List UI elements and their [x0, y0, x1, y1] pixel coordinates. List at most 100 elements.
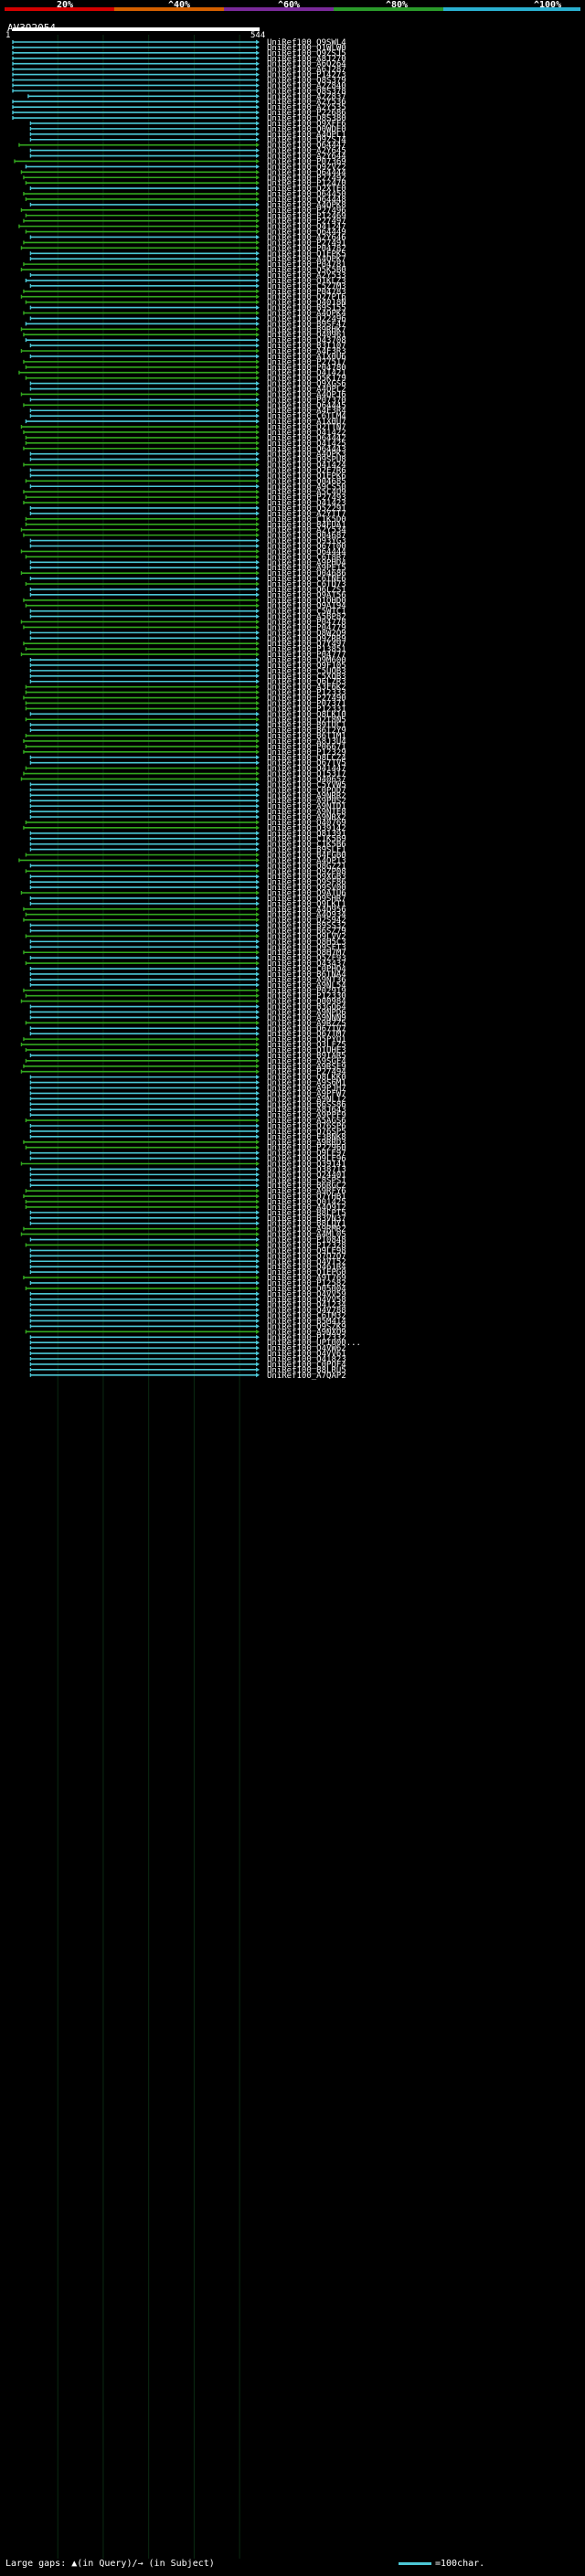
hit-label: UniRef100_Q5PYQ1 — [267, 1035, 346, 1044]
hit-label: UniRef100_A1X0U7 — [267, 418, 346, 427]
hit-arrow — [256, 164, 260, 169]
hit-arrow — [256, 1247, 260, 1253]
hit-label: UniRef100_Q7Q7Q7 — [267, 1252, 346, 1261]
hit-arrow — [256, 305, 260, 311]
hit-arrow — [256, 923, 260, 928]
hit-arrow — [256, 982, 260, 988]
hit-label: UniRef100_P04779 — [267, 623, 346, 632]
hit-arrow — [256, 326, 260, 332]
hit-arrow — [256, 1291, 260, 1297]
hit-label: UniRef100_Q9LE98 — [267, 1246, 346, 1256]
hit-label: UniRef100_Q2T8N5 — [267, 716, 346, 725]
hit-arrow — [256, 359, 260, 365]
hit-arrow — [256, 771, 260, 777]
hit-arrow — [256, 72, 260, 78]
hit-label: UniRef100_A9NXQ9 — [267, 1328, 346, 1337]
hit-arrow — [256, 1242, 260, 1247]
hit-label: UniRef100_Q64449 — [267, 228, 346, 238]
hit-arrow — [256, 781, 260, 787]
hit-label: UniRef100_Q2XTE0 — [267, 185, 346, 194]
hit-label: UniRef100_P22686 — [267, 109, 346, 118]
hit-label: UniRef100_B9SF47 — [267, 320, 346, 329]
hit-arrow — [256, 45, 260, 50]
hit-label: UniRef100_Q4VW62 — [267, 1344, 346, 1353]
hit-label: UniRef100_Q27PT6 — [267, 293, 346, 302]
hit-arrow — [256, 890, 260, 896]
hit-label: UniRef100_Q1KLZ3 — [267, 277, 346, 286]
hit-label: UniRef100_Q4VV59 — [267, 1290, 346, 1299]
hit-arrow — [256, 1199, 260, 1204]
scale-segment-purple — [224, 7, 334, 11]
hit-arrow — [256, 548, 260, 554]
hit-label: UniRef100_A9NRR2 — [267, 791, 346, 800]
hit-label: UniRef100_C6TM32 — [267, 1312, 346, 1321]
hit-label: UniRef100_A8J270 — [267, 55, 346, 64]
hit-label: UniRef100_P04781 — [267, 260, 346, 270]
hit-arrow — [256, 256, 260, 261]
hit-label: UniRef100_Q40961 — [267, 331, 346, 340]
hit-arrow — [256, 294, 260, 300]
hit-arrow — [256, 820, 260, 825]
hit-arrow — [256, 620, 260, 625]
hit-arrow — [256, 853, 260, 857]
identity-color-scale — [5, 7, 580, 11]
hit-label: UniRef100_Q9AI94 — [267, 602, 346, 611]
hit-arrow — [256, 1362, 260, 1367]
hit-label: UniRef100_Q4VT52 — [267, 1257, 346, 1267]
hit-label: UniRef100_A2Y535 — [267, 103, 346, 112]
hit-label: UniRef100_A5C4U9 — [267, 488, 346, 497]
hit-arrow — [256, 516, 260, 522]
hit-label: UniRef100_Q1WLW0 — [267, 44, 346, 53]
hit-label: UniRef100_A9P0S2 — [267, 797, 346, 806]
hit-label: UniRef100_C6TNE6 — [267, 575, 346, 584]
hit-arrow — [256, 727, 260, 733]
hit-arrow — [256, 906, 260, 912]
hit-arrow — [256, 78, 260, 83]
hit-arrow — [256, 511, 260, 516]
hit-label: UniRef100_B6SS86 — [267, 1100, 346, 1109]
hit-arrow — [256, 1308, 260, 1313]
hit-arrow — [256, 1004, 260, 1010]
hit-arrow — [256, 803, 260, 809]
hit-label: UniRef100_A9NL12 — [267, 1095, 346, 1104]
hit-label: UniRef100_P13851 — [267, 645, 346, 654]
hit-arrow — [256, 413, 260, 419]
hit-arrow — [256, 1334, 260, 1340]
hit-arrow — [256, 169, 260, 175]
hit-arrow — [256, 938, 260, 944]
hit-arrow — [256, 1101, 260, 1107]
hit-label: UniRef100_P12469 — [267, 212, 346, 221]
hit-arrow — [256, 700, 260, 705]
hit-label: UniRef100_P27491 — [267, 239, 346, 248]
hit-arrow — [256, 250, 260, 256]
scale-label-100: ^100% — [534, 0, 562, 10]
hit-arrow — [256, 186, 260, 191]
hit-arrow — [256, 365, 260, 370]
hit-arrow — [256, 1356, 260, 1362]
hit-arrow — [256, 635, 260, 641]
hit-label: UniRef100_Q0WDE0 — [267, 125, 346, 134]
hit-label: UniRef100_Q64447 — [267, 142, 346, 151]
hit-arrow — [256, 1188, 260, 1193]
hit-arrow — [256, 1150, 260, 1156]
hit-label: UniRef100_Q24401 — [267, 1171, 346, 1180]
hit-arrow — [256, 646, 260, 652]
hit-label: UniRef100_Q64450 — [267, 190, 346, 199]
hit-label: UniRef100_Q41424 — [267, 461, 346, 471]
hit-arrow — [256, 1329, 260, 1334]
hit-arrow — [256, 39, 260, 45]
hit-label: UniRef100_Q01425 — [267, 1198, 346, 1207]
hit-arrow — [256, 760, 260, 766]
hit-label: UniRef100_B9S155 — [267, 304, 346, 313]
hit-label: UniRef100_A5BP82 — [267, 613, 346, 622]
hit-arrow — [256, 960, 260, 966]
hit-arrow — [256, 592, 260, 598]
hit-label: UniRef100_A2Z840 — [267, 81, 346, 90]
hit-arrow — [256, 381, 260, 387]
hit-label: UniRef100_B3GQ64 — [267, 1003, 346, 1012]
scale-label-40: ^40% — [168, 0, 191, 10]
hit-arrow — [256, 624, 260, 630]
hit-arrow — [256, 831, 260, 836]
hit-arrow — [256, 1085, 260, 1090]
hit-label: UniRef100_P04783 — [267, 288, 346, 297]
